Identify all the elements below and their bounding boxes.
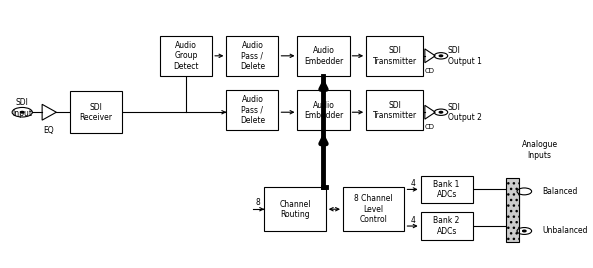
- Text: Channel
Routing: Channel Routing: [279, 199, 311, 219]
- Bar: [160, 36, 212, 76]
- Circle shape: [439, 111, 442, 113]
- Bar: [298, 91, 349, 130]
- Bar: [298, 36, 349, 76]
- Text: Audio
Pass /
Delete: Audio Pass / Delete: [240, 41, 265, 71]
- Text: 8 Channel
Level
Control: 8 Channel Level Control: [355, 194, 393, 224]
- Bar: [264, 187, 326, 232]
- Text: Audio
Group
Detect: Audio Group Detect: [173, 41, 199, 71]
- Text: Bank 2
ADCs: Bank 2 ADCs: [433, 216, 460, 236]
- Text: Audio
Pass /
Delete: Audio Pass / Delete: [240, 95, 265, 125]
- Bar: [227, 91, 279, 130]
- Text: 4: 4: [410, 215, 416, 225]
- Text: SDI
Output 2: SDI Output 2: [448, 103, 482, 122]
- Text: 4: 4: [410, 179, 416, 188]
- Text: SDI
Receiver: SDI Receiver: [79, 103, 113, 122]
- Text: SDI
Input: SDI Input: [12, 98, 32, 118]
- Text: Analogue
Inputs: Analogue Inputs: [521, 140, 557, 159]
- Bar: [506, 177, 519, 242]
- Text: CD: CD: [425, 68, 435, 74]
- Text: CD: CD: [425, 124, 435, 130]
- Text: Balanced: Balanced: [543, 187, 578, 196]
- Bar: [227, 36, 279, 76]
- Bar: [343, 187, 404, 232]
- Text: 8: 8: [255, 198, 260, 207]
- Text: Bank 1
ADCs: Bank 1 ADCs: [433, 180, 460, 199]
- Bar: [70, 91, 122, 133]
- Text: SDI
Transmitter: SDI Transmitter: [372, 100, 417, 120]
- Circle shape: [439, 55, 442, 57]
- Text: Audio
Embedder: Audio Embedder: [304, 46, 343, 65]
- Text: SDI
Transmitter: SDI Transmitter: [372, 46, 417, 65]
- Text: Unbalanced: Unbalanced: [543, 226, 588, 236]
- Circle shape: [21, 111, 24, 113]
- Bar: [366, 91, 423, 130]
- Circle shape: [522, 230, 526, 232]
- Bar: [420, 212, 473, 240]
- Text: Audio
Embedder: Audio Embedder: [304, 100, 343, 120]
- Text: SDI
Output 1: SDI Output 1: [448, 46, 482, 65]
- Text: EQ: EQ: [43, 125, 54, 135]
- Bar: [366, 36, 423, 76]
- Bar: [420, 176, 473, 203]
